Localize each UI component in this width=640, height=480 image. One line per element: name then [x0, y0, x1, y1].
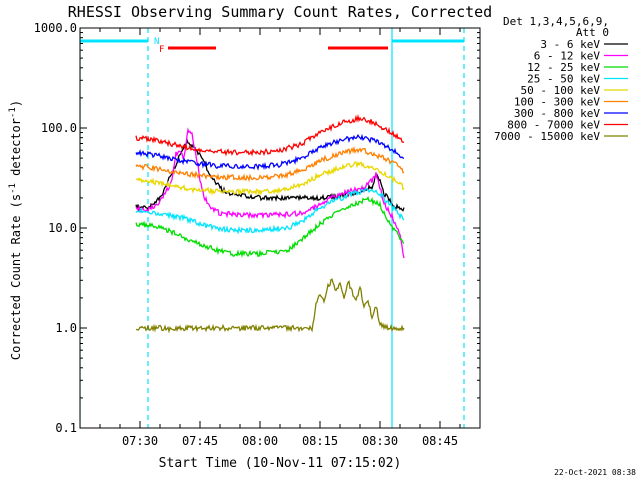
series-line-8 — [135, 278, 405, 334]
y-tick-label-2: 10.0 — [48, 221, 77, 235]
y-tick-label-3: 100.0 — [41, 121, 77, 135]
series-line-4 — [135, 160, 405, 196]
y-axis-label-sup1: -1 — [8, 183, 18, 194]
x-tick-label-0: 07:30 — [122, 434, 158, 448]
x-axis-label: Start Time (10-Nov-11 07:15:02) — [159, 456, 402, 471]
legend-label-5: 100 - 300 keV — [514, 96, 600, 109]
y-tick-label-4: 1000.0 — [34, 21, 77, 35]
legend-label-4: 50 - 100 keV — [521, 84, 601, 97]
legend-label-7: 800 - 7000 keV — [507, 119, 600, 132]
x-tick-label-2: 08:00 — [242, 434, 278, 448]
date-stamp: 22-Oct-2021 08:38 — [554, 468, 636, 477]
legend-label-1: 6 - 12 keV — [534, 50, 601, 63]
series-group — [80, 28, 465, 428]
y-axis-label-end: ) — [9, 100, 23, 107]
y-axis-label-sup2: -1 — [8, 107, 18, 118]
chart-title: RHESSI Observing Summary Count Rates, Co… — [68, 3, 492, 21]
y-tick-label-1: 1.0 — [55, 321, 77, 335]
plot-frame — [79, 27, 481, 429]
legend-header-0: Det 1,3,4,5,6,9, — [503, 15, 609, 28]
y-axis-label: Corrected Count Rate (s-1 detector-1) — [8, 100, 23, 360]
series-line-2 — [135, 195, 405, 258]
x-tick-label-5: 08:45 — [422, 434, 458, 448]
legend-label-8: 7000 - 15000 keV — [494, 130, 600, 143]
legend-label-2: 12 - 25 keV — [527, 61, 600, 74]
series-line-0 — [135, 137, 405, 212]
series-line-5 — [135, 145, 405, 183]
x-tick-label-3: 08:15 — [302, 434, 338, 448]
axes: 0.1 1.0 10.0 100.0 1000.0 07:30 07:45 08:00 08:1… — [34, 21, 481, 448]
series-line-6 — [135, 133, 405, 171]
legend-label-0: 3 - 6 keV — [540, 38, 600, 51]
x-tick-label-4: 08:30 — [362, 434, 398, 448]
series-line-7 — [135, 114, 405, 157]
y-axis-label-mid: detector — [9, 118, 23, 183]
series-line-1 — [135, 127, 405, 259]
y-tick-label-0: 0.1 — [55, 421, 77, 435]
y-axis-label-main: Corrected Count Rate (s — [9, 194, 23, 360]
attenuator-marker-label: F — [159, 45, 164, 55]
plot-area: FN — [80, 28, 465, 428]
legend-label-6: 300 - 800 keV — [514, 107, 600, 120]
night-marker-label: N — [154, 37, 159, 47]
legend-label-3: 25 - 50 keV — [527, 73, 600, 86]
legend-header-1: Att 0 — [576, 26, 609, 39]
series-line-3 — [135, 188, 405, 235]
x-tick-label-1: 07:45 — [182, 434, 218, 448]
